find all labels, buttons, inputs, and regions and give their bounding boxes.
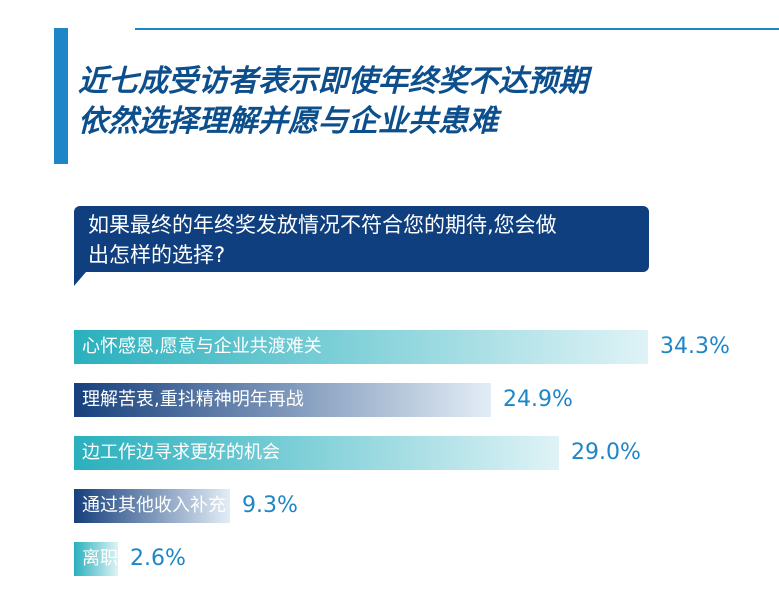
question-line-1: 如果最终的年终奖发放情况不符合您的期待,您会做 <box>88 213 557 237</box>
value-label-1: 34.3% <box>660 334 730 359</box>
question-line-2: 出怎样的选择? <box>88 243 226 267</box>
page-title: 近七成受访者表示即使年终奖不达预期 依然选择理解并愿与企业共患难 <box>78 62 738 142</box>
question-box-tail <box>74 272 86 286</box>
title-accent-bar <box>54 28 68 164</box>
value-label-2: 24.9% <box>503 387 573 412</box>
bar-1: 心怀感恩,愿意与企业共渡难关 <box>74 330 648 364</box>
bar-2: 理解苦衷,重抖精神明年再战 <box>74 383 491 417</box>
title-line-1: 近七成受访者表示即使年终奖不达预期 <box>78 64 588 99</box>
question-box: 如果最终的年终奖发放情况不符合您的期待,您会做 出怎样的选择? <box>74 206 649 272</box>
value-label-4: 9.3% <box>242 493 298 518</box>
value-label-5: 2.6% <box>130 546 186 571</box>
top-rule <box>135 28 779 30</box>
bar-4: 通过其他收入补充 <box>74 489 230 523</box>
bar-5: 离职裸辞 <box>74 542 154 576</box>
bar-3: 边工作边寻求更好的机会 <box>74 436 559 470</box>
value-label-3: 29.0% <box>571 440 641 465</box>
title-line-2: 依然选择理解并愿与企业共患难 <box>78 104 498 139</box>
